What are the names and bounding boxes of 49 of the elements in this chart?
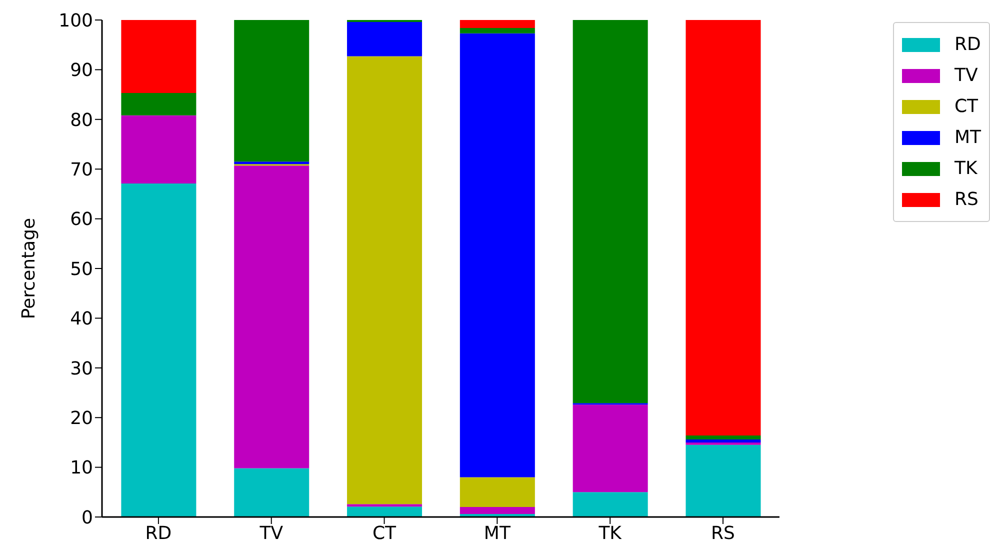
- x-tick-label: CT: [372, 522, 398, 544]
- y-tick-label: 60: [70, 209, 93, 230]
- bar: [347, 504, 422, 507]
- x-tick-label: TK: [598, 522, 623, 544]
- y-tick-label: 50: [70, 258, 93, 280]
- bar: [460, 20, 535, 28]
- y-tick-label: 10: [70, 458, 93, 479]
- legend-label: TV: [954, 65, 978, 86]
- bar: [234, 166, 310, 468]
- bar: [572, 492, 648, 517]
- bar: [460, 33, 535, 478]
- y-tick-label: 40: [70, 308, 93, 330]
- y-tick-label: 20: [70, 408, 93, 429]
- bar: [686, 444, 761, 517]
- bar: [347, 22, 422, 56]
- y-axis-title: Percentage: [18, 218, 40, 320]
- bar: [347, 506, 422, 517]
- bar: [121, 20, 196, 94]
- bar: [686, 20, 761, 436]
- legend-label: CT: [954, 96, 978, 117]
- y-tick-label: 70: [70, 159, 93, 180]
- legend-label: TK: [954, 158, 978, 179]
- bar: [572, 404, 648, 492]
- bar: [460, 477, 535, 508]
- x-tick-label: RD: [145, 522, 172, 544]
- y-tick-label: 80: [70, 110, 93, 131]
- x-tick-label: TV: [258, 522, 284, 544]
- legend-label: MT: [954, 127, 981, 148]
- y-tick-label: 100: [58, 10, 93, 32]
- y-tick-label: 90: [70, 60, 93, 82]
- bar: [234, 20, 310, 162]
- bar: [234, 468, 310, 517]
- bar: [234, 162, 310, 164]
- bar: [572, 20, 648, 404]
- x-tick-label: RS: [711, 522, 735, 544]
- bar: [121, 115, 196, 184]
- y-tick-label: 30: [70, 358, 93, 380]
- bar: [686, 435, 761, 440]
- bar: [686, 442, 761, 445]
- bar: [347, 56, 422, 504]
- bar: [686, 439, 761, 442]
- bar: [121, 184, 196, 517]
- bar: [121, 93, 196, 116]
- y-tick-label: 0: [82, 507, 93, 528]
- bar: [460, 28, 535, 34]
- x-tick-label: MT: [484, 522, 512, 544]
- legend-label: RS: [954, 189, 978, 210]
- bar: [460, 507, 535, 514]
- legend-label: RD: [954, 34, 981, 55]
